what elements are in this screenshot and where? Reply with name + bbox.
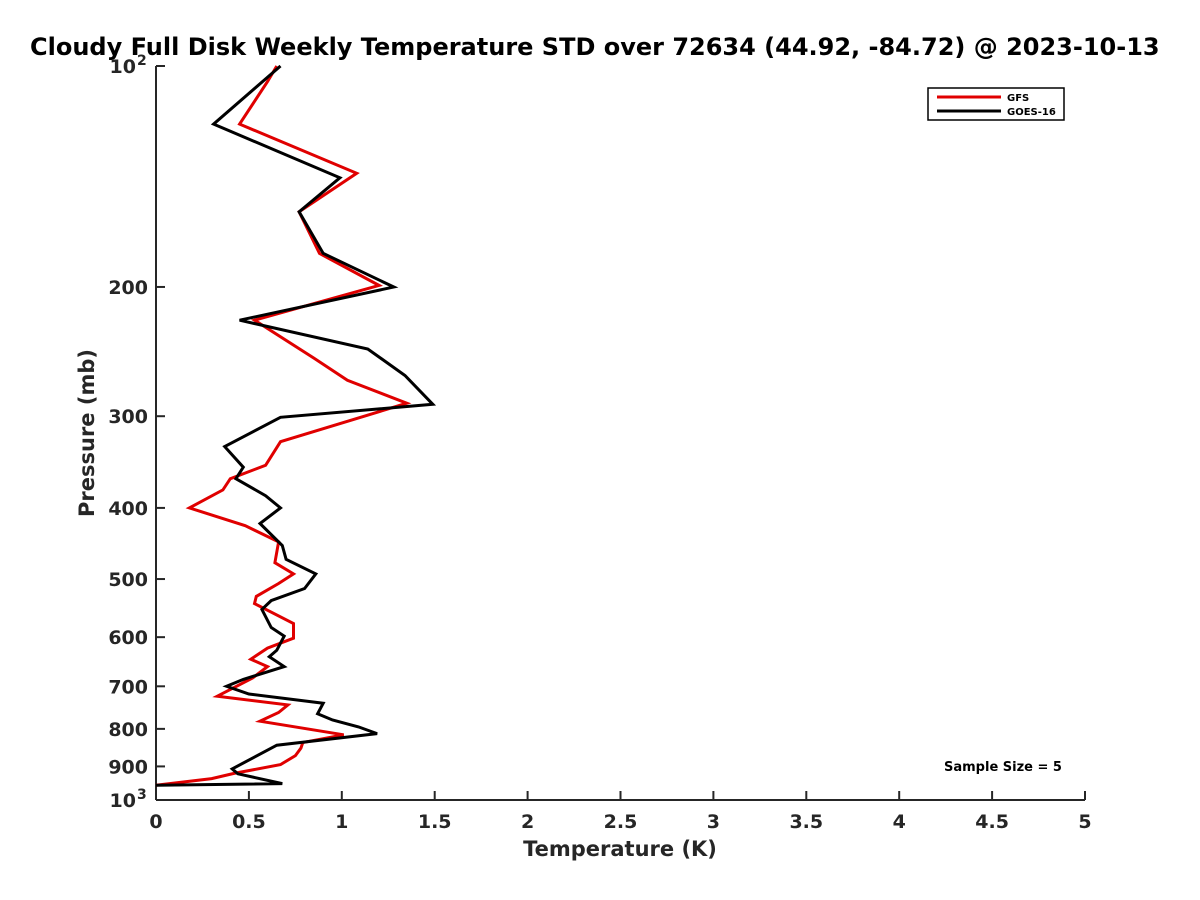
y-tick-label: 600 <box>108 627 148 649</box>
plot-area <box>155 66 1085 801</box>
y-tick-label: 800 <box>108 719 148 741</box>
chart-title: Cloudy Full Disk Weekly Temperature STD … <box>30 33 1160 61</box>
x-tick-label: 5 <box>1078 811 1091 833</box>
legend: GFS GOES-16 <box>927 87 1065 121</box>
y-tick-label: 10 <box>110 56 136 78</box>
x-tick-label: 4 <box>893 811 906 833</box>
y-tick-label: 400 <box>108 498 148 520</box>
legend-box <box>927 87 1065 121</box>
x-axis-label: Temperature (K) <box>523 837 717 861</box>
series-layer <box>155 64 437 787</box>
x-tick-label: 0.5 <box>232 811 266 833</box>
y-tick-label: 300 <box>108 406 148 428</box>
x-tick-label: 0 <box>149 811 162 833</box>
x-tick-label: 1 <box>335 811 348 833</box>
y-tick-label: 900 <box>108 756 148 778</box>
y-tick-label: 200 <box>108 277 148 299</box>
legend-label: GOES-16 <box>1007 107 1056 118</box>
x-tick-label: 1.5 <box>418 811 452 833</box>
legend-label: GFS <box>1007 93 1029 104</box>
y-tick-exponent: 2 <box>137 53 147 69</box>
sample-size-annotation: Sample Size = 5 <box>944 760 1062 775</box>
x-tick-label: 4.5 <box>975 811 1009 833</box>
x-tick-label: 3.5 <box>789 811 823 833</box>
y-tick-exponent: 3 <box>137 787 147 803</box>
x-tick-label: 3 <box>707 811 720 833</box>
series-line-gfs <box>155 65 412 787</box>
x-tick-label: 2.5 <box>604 811 638 833</box>
y-tick-label: 10 <box>110 790 136 812</box>
series-line-goes-16 <box>155 64 437 787</box>
x-axis: 0 0.5 1 1.5 2 2.5 3 3.5 4 4.5 5 <box>149 791 1092 833</box>
y-tick-label: 700 <box>108 676 148 698</box>
x-tick-label: 2 <box>521 811 534 833</box>
y-axis-label: Pressure (mb) <box>75 349 99 517</box>
y-tick-label: 500 <box>108 569 148 591</box>
